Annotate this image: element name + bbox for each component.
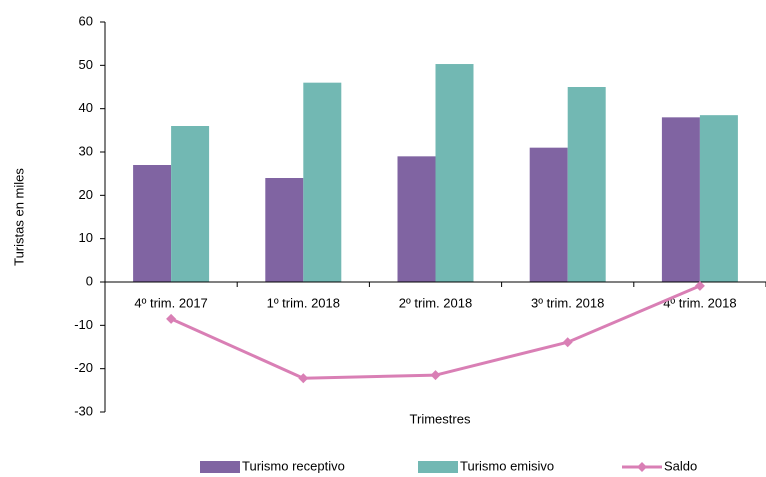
- bar: [303, 82, 342, 283]
- y-tick-label: 60: [79, 13, 93, 28]
- y-tick-label: -20: [74, 360, 93, 375]
- x-tick-label: 1º trim. 2018: [267, 295, 340, 310]
- y-tick-label: 10: [79, 230, 93, 245]
- x-tick-label: 4º trim. 2018: [663, 295, 736, 310]
- legend-label: Turismo receptivo: [242, 458, 345, 473]
- bar: [435, 64, 474, 283]
- bar: [699, 115, 738, 283]
- bar: [567, 87, 606, 282]
- y-tick-label: -30: [74, 403, 93, 418]
- bar: [529, 147, 568, 282]
- x-axis-label: Trimestres: [410, 411, 471, 426]
- x-tick-label: 3º trim. 2018: [531, 295, 604, 310]
- bar: [133, 165, 172, 282]
- bar: [265, 178, 304, 282]
- y-tick-label: 20: [79, 187, 93, 202]
- bar: [171, 126, 210, 282]
- bar: [397, 156, 436, 282]
- legend-label: Turismo emisivo: [460, 458, 554, 473]
- line-marker: [430, 370, 441, 381]
- y-axis-label: Turistas en miles: [11, 168, 26, 266]
- bar: [661, 117, 700, 282]
- legend-swatch-marker: [637, 462, 647, 472]
- legend-label: Saldo: [664, 458, 697, 473]
- line-marker: [166, 313, 177, 324]
- x-tick-label: 4º trim. 2017: [134, 295, 207, 310]
- y-tick-label: 0: [86, 273, 93, 288]
- legend-swatch: [200, 461, 240, 473]
- line-marker: [298, 373, 309, 384]
- legend-swatch: [418, 461, 458, 473]
- y-tick-label: 40: [79, 100, 93, 115]
- y-tick-label: 50: [79, 57, 93, 72]
- y-tick-label: -10: [74, 317, 93, 332]
- y-tick-label: 30: [79, 143, 93, 158]
- line-marker: [562, 337, 573, 348]
- x-tick-label: 2º trim. 2018: [399, 295, 472, 310]
- line-marker: [694, 280, 705, 291]
